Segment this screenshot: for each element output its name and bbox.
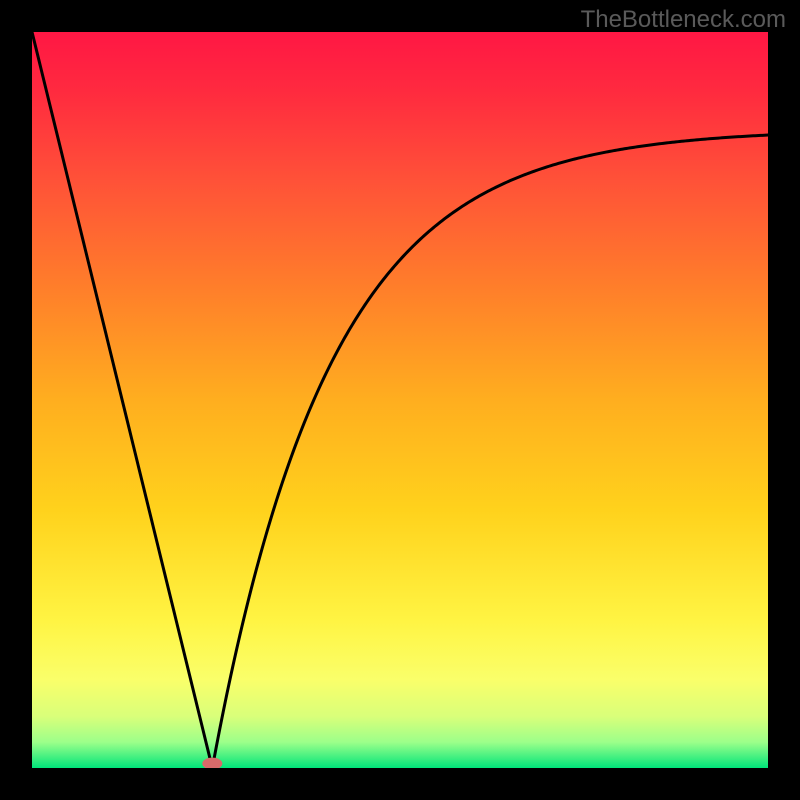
watermark-link[interactable]: TheBottleneck.com xyxy=(581,6,786,34)
gradient-background xyxy=(32,32,768,768)
chart-stage: TheBottleneck.com xyxy=(0,0,800,800)
bottleneck-plot xyxy=(32,32,768,768)
